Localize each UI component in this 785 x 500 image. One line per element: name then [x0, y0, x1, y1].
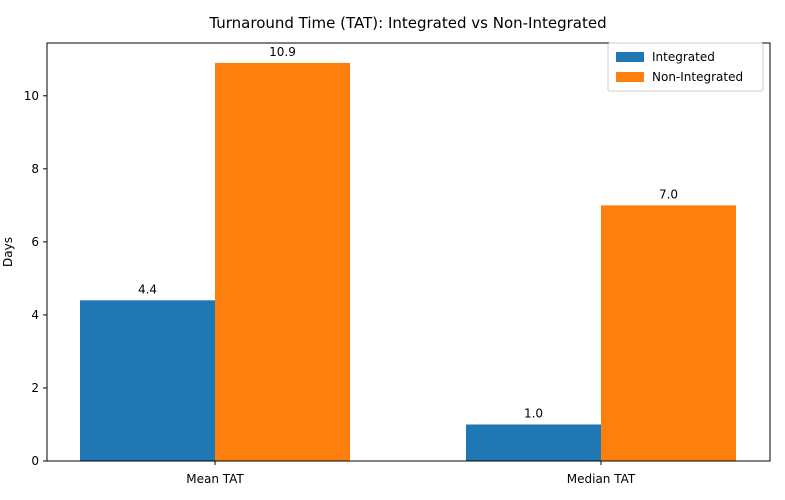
- data-label: 10.9: [269, 45, 296, 59]
- data-label: 4.4: [138, 282, 157, 296]
- legend-label-integrated: Integrated: [652, 50, 715, 64]
- x-ticks-group: Mean TAT Median TAT: [186, 461, 636, 486]
- x-tick-label: Median TAT: [567, 472, 636, 486]
- legend-swatch-non-integrated: [616, 72, 644, 82]
- legend-swatch-integrated: [616, 52, 644, 62]
- x-tick-label: Mean TAT: [186, 472, 244, 486]
- y-tick-label: 2: [31, 381, 39, 395]
- chart-title: Turnaround Time (TAT): Integrated vs Non…: [208, 14, 606, 32]
- y-ticks-group: 0 2 4 6 8 10: [24, 89, 47, 468]
- y-tick-label: 6: [31, 235, 39, 249]
- y-axis-label: Days: [1, 237, 15, 267]
- plot-frame: [46, 42, 771, 462]
- bar-integrated-mean-tat: [80, 300, 215, 461]
- bars-group: [80, 62, 736, 462]
- y-tick-label: 4: [31, 308, 39, 322]
- legend: Integrated Non-Integrated: [607, 42, 764, 92]
- legend-label-non-integrated: Non-Integrated: [652, 70, 743, 84]
- data-label: 7.0: [659, 187, 678, 201]
- bar-non-integrated-mean-tat: [215, 62, 350, 462]
- y-tick-label: 0: [31, 454, 39, 468]
- data-labels-group: 4.4 10.9 1.0 7.0: [138, 45, 678, 421]
- bar-integrated-median-tat: [466, 424, 601, 461]
- y-tick-label: 10: [24, 89, 39, 103]
- legend-box: [607, 42, 764, 92]
- y-tick-label: 8: [31, 162, 39, 176]
- bar-non-integrated-median-tat: [601, 205, 736, 461]
- data-label: 1.0: [524, 406, 543, 420]
